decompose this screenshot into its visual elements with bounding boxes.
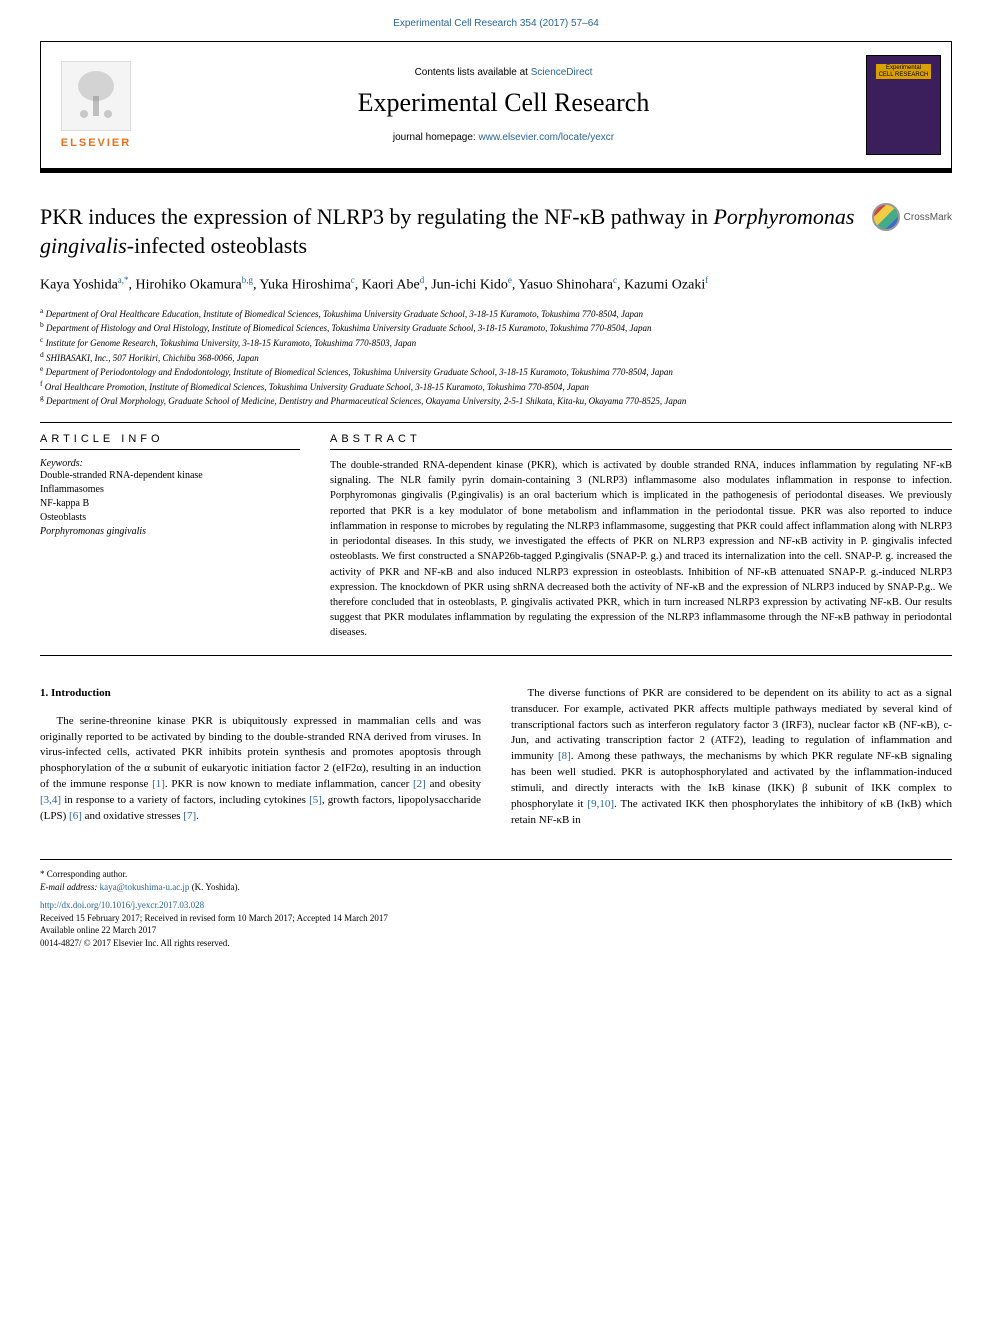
cover-label: Experimental CELL RESEARCH	[876, 64, 932, 79]
journal-homepage-line: journal homepage: www.elsevier.com/locat…	[393, 132, 614, 143]
contents-available-line: Contents lists available at ScienceDirec…	[415, 67, 593, 78]
ref-link-8[interactable]: [8]	[558, 750, 571, 762]
crossmark-label: CrossMark	[904, 212, 952, 223]
affiliation-line: c Institute for Genome Research, Tokushi…	[40, 335, 952, 350]
journal-homepage-link[interactable]: www.elsevier.com/locate/yexcr	[479, 132, 615, 143]
article-title: PKR induces the expression of NLRP3 by r…	[40, 203, 862, 260]
keywords-list: Double-stranded RNA-dependent kinaseInfl…	[40, 469, 300, 539]
homepage-prefix: journal homepage:	[393, 132, 479, 143]
journal-cover-thumb: Experimental CELL RESEARCH	[866, 55, 941, 155]
journal-cover-block: Experimental CELL RESEARCH	[856, 42, 951, 168]
article-info-col: ARTICLE INFO Keywords: Double-stranded R…	[40, 433, 300, 641]
ref-link-9-10[interactable]: [9,10]	[587, 798, 614, 810]
abstract-col: ABSTRACT The double-stranded RNA-depende…	[330, 433, 952, 641]
banner-underline	[40, 169, 952, 173]
affiliation-line: e Department of Periodontology and Endod…	[40, 364, 952, 379]
body-two-column: 1. Introduction The serine-threonine kin…	[40, 686, 952, 829]
affiliation-line: g Department of Oral Morphology, Graduat…	[40, 393, 952, 408]
keywords-label: Keywords:	[40, 458, 300, 469]
elsevier-tree-icon	[61, 61, 131, 131]
body-col-left: 1. Introduction The serine-threonine kin…	[40, 686, 481, 829]
ref-link-6[interactable]: [6]	[69, 810, 82, 822]
elsevier-wordmark: ELSEVIER	[61, 137, 131, 149]
corresponding-author-label: * Corresponding author.	[40, 868, 952, 881]
elsevier-logo-block: ELSEVIER	[41, 42, 151, 168]
ref-link-7[interactable]: [7]	[183, 810, 196, 822]
journal-banner: ELSEVIER Contents lists available at Sci…	[40, 41, 952, 169]
ref-link-3-4[interactable]: [3,4]	[40, 794, 61, 806]
abstract-heading: ABSTRACT	[330, 433, 952, 445]
received-line: Received 15 February 2017; Received in r…	[40, 912, 952, 925]
authors-line: Kaya Yoshidaa,*, Hirohiko Okamurab,g, Yu…	[40, 274, 952, 296]
keyword-item: NF-kappa B	[40, 497, 300, 511]
ref-link-2[interactable]: [2]	[413, 778, 426, 790]
keyword-item: Osteoblasts	[40, 511, 300, 525]
running-head: Experimental Cell Research 354 (2017) 57…	[0, 0, 992, 41]
divider-rule	[40, 422, 952, 423]
intro-heading: 1. Introduction	[40, 686, 481, 702]
crossmark-badge[interactable]: CrossMark	[862, 203, 952, 231]
affiliation-line: d SHIBASAKI, Inc., 507 Horikiri, Chichib…	[40, 350, 952, 365]
footer-block: * Corresponding author. E-mail address: …	[40, 859, 952, 950]
divider-rule-2	[40, 655, 952, 656]
keyword-item: Inflammasomes	[40, 483, 300, 497]
journal-banner-center: Contents lists available at ScienceDirec…	[151, 42, 856, 168]
ref-link-1[interactable]: [1]	[152, 778, 165, 790]
contents-prefix: Contents lists available at	[415, 67, 531, 78]
ref-link-5[interactable]: [5]	[309, 794, 322, 806]
copyright-line: 0014-4827/ © 2017 Elsevier Inc. All righ…	[40, 937, 952, 950]
abstract-text: The double-stranded RNA-dependent kinase…	[330, 458, 952, 641]
keyword-item: Porphyromonas gingivalis	[40, 525, 300, 539]
available-online-line: Available online 22 March 2017	[40, 924, 952, 937]
article-info-heading: ARTICLE INFO	[40, 433, 300, 445]
doi-link[interactable]: http://dx.doi.org/10.1016/j.yexcr.2017.0…	[40, 899, 952, 912]
crossmark-icon	[872, 203, 900, 231]
affiliations-block: a Department of Oral Healthcare Educatio…	[40, 306, 952, 408]
affiliation-line: a Department of Oral Healthcare Educatio…	[40, 306, 952, 321]
intro-paragraph-2: The diverse functions of PKR are conside…	[511, 686, 952, 829]
corresponding-email-link[interactable]: kaya@tokushima-u.ac.jp	[100, 882, 190, 892]
affiliation-line: b Department of Histology and Oral Histo…	[40, 320, 952, 335]
affiliation-line: f Oral Healthcare Promotion, Institute o…	[40, 379, 952, 394]
article-info-rule	[40, 449, 300, 450]
intro-paragraph-1: The serine-threonine kinase PKR is ubiqu…	[40, 714, 481, 826]
journal-name: Experimental Cell Research	[358, 88, 650, 118]
body-col-right: The diverse functions of PKR are conside…	[511, 686, 952, 829]
abstract-rule	[330, 449, 952, 450]
email-line: E-mail address: kaya@tokushima-u.ac.jp (…	[40, 882, 240, 892]
keyword-item: Double-stranded RNA-dependent kinase	[40, 469, 300, 483]
sciencedirect-link[interactable]: ScienceDirect	[531, 67, 593, 78]
